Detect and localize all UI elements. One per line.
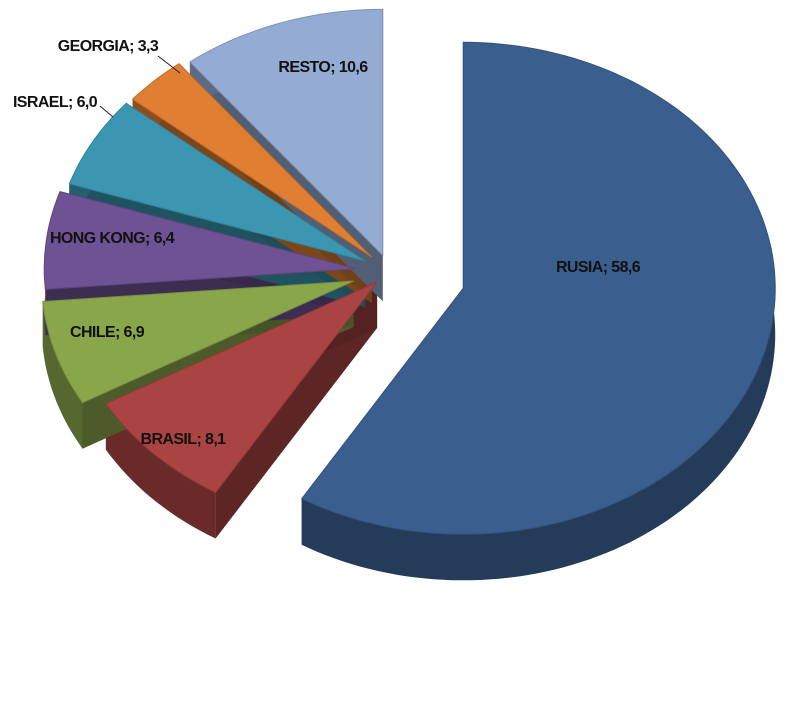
slice (43, 191, 357, 290)
leader-line (157, 55, 181, 74)
data-label: RESTO; 10,6 (278, 59, 368, 76)
slice-side (42, 301, 83, 449)
leader-line (99, 105, 114, 118)
data-label: CHILE; 6,9 (70, 324, 145, 341)
slice (131, 63, 373, 258)
data-label: GEORGIA; 3,3 (58, 38, 159, 55)
data-label: BRASIL; 8,1 (141, 431, 227, 448)
slice-side (105, 403, 216, 539)
slice-tops (42, 8, 776, 535)
slice (189, 8, 384, 257)
slice (68, 102, 366, 262)
slice-side (301, 42, 776, 581)
data-label: ISRAEL; 6,0 (13, 94, 98, 111)
labels: RUSIA; 58,6 BRASIL; 8,1 CHILE; 6,9 HONG KON… (13, 38, 641, 448)
data-label: RUSIA; 58,6 (556, 259, 641, 276)
slice (42, 280, 354, 404)
slice-side (215, 282, 378, 539)
slice (300, 41, 776, 535)
data-label: HONG KONG; 6,4 (50, 230, 175, 247)
slice (105, 281, 378, 494)
